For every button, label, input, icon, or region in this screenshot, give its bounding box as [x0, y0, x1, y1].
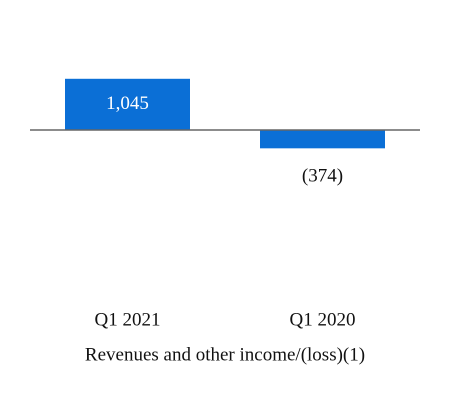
value-label: 1,045 — [106, 93, 149, 114]
x-axis-title: Revenues and other income/(loss)(1) — [85, 344, 365, 365]
bar — [65, 78, 190, 130]
x-tick-label: Q1 2020 — [290, 309, 356, 330]
bar — [260, 130, 385, 149]
value-label: (374) — [302, 166, 343, 187]
x-tick-label: Q1 2021 — [95, 309, 161, 330]
